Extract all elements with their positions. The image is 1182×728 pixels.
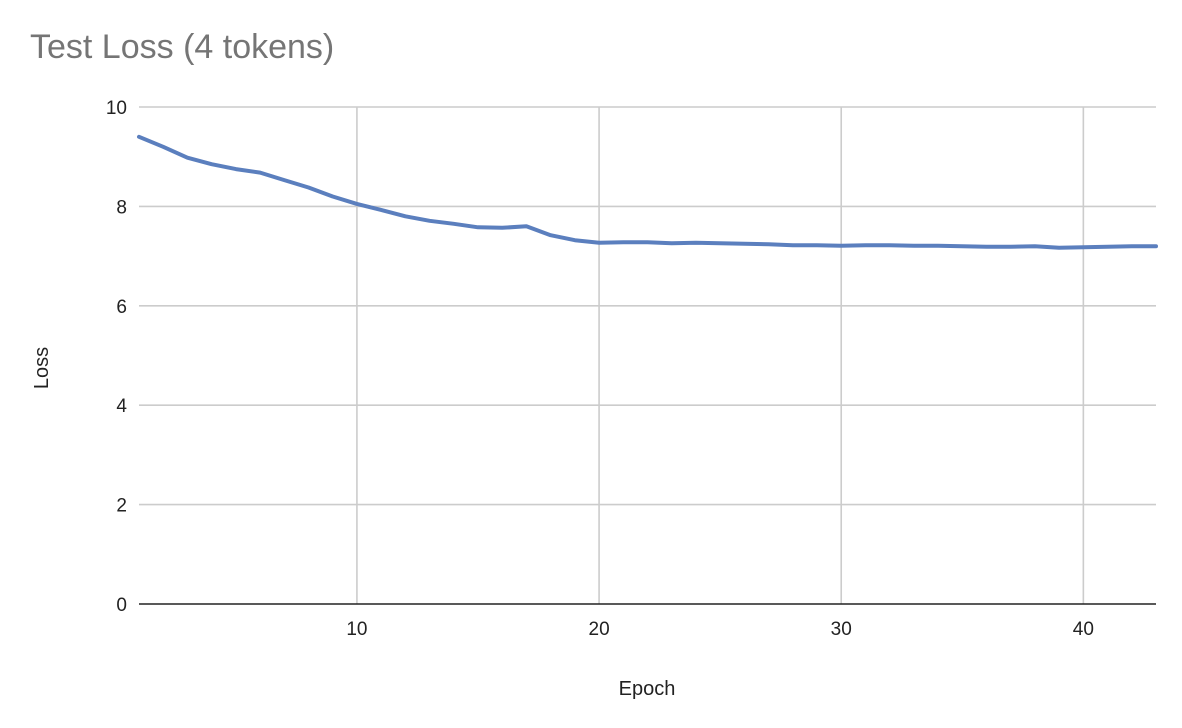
grid-lines <box>139 106 1156 604</box>
y-tick-label: 0 <box>116 595 127 616</box>
tick-labels: 0 2 4 6 8 10 10 20 30 40 <box>106 98 1094 640</box>
x-axis-title: Epoch <box>619 678 676 700</box>
y-tick-label: 4 <box>116 396 127 417</box>
y-tick-label: 6 <box>116 297 127 318</box>
x-tick-label: 30 <box>831 619 852 640</box>
y-tick-label: 8 <box>116 197 127 218</box>
y-axis-title: Loss <box>31 347 53 389</box>
y-tick-label: 2 <box>116 496 127 517</box>
x-tick-label: 40 <box>1073 619 1094 640</box>
x-tick-label: 10 <box>346 619 367 640</box>
chart-title: Test Loss (4 tokens) <box>30 28 335 66</box>
series-line <box>137 134 1158 250</box>
y-tick-label: 10 <box>106 98 127 119</box>
x-tick-label: 20 <box>589 619 610 640</box>
series-layer <box>137 134 1158 250</box>
